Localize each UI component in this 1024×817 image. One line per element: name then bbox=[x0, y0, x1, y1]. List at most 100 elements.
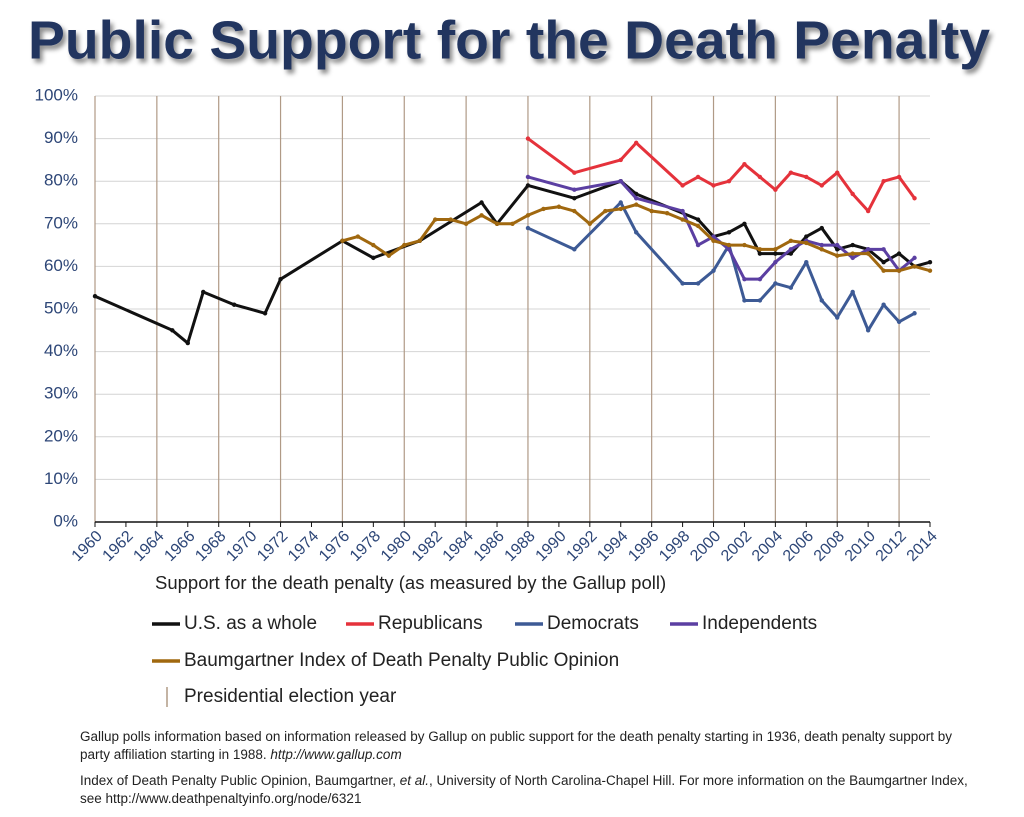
data-point bbox=[262, 311, 268, 316]
data-point bbox=[927, 259, 933, 265]
data-point bbox=[865, 251, 871, 256]
data-point bbox=[726, 247, 732, 252]
data-point bbox=[664, 210, 670, 216]
legend-label: Democrats bbox=[547, 613, 639, 634]
data-point bbox=[881, 179, 886, 184]
data-point bbox=[556, 204, 562, 209]
data-point bbox=[695, 223, 701, 229]
data-point bbox=[572, 170, 577, 175]
data-point bbox=[695, 217, 701, 222]
line-series bbox=[527, 201, 916, 332]
note-link: http://www.gallup.com bbox=[270, 747, 402, 762]
data-point bbox=[896, 319, 902, 324]
data-point bbox=[835, 315, 840, 320]
data-point bbox=[788, 238, 794, 244]
x-tick-label: 2006 bbox=[780, 528, 817, 565]
data-point bbox=[680, 281, 685, 286]
legend-label: Presidential election year bbox=[184, 686, 397, 707]
data-point bbox=[726, 179, 732, 184]
data-point bbox=[711, 234, 716, 239]
data-point bbox=[912, 311, 917, 316]
data-point bbox=[726, 242, 732, 248]
data-point bbox=[742, 298, 747, 303]
data-point bbox=[881, 247, 886, 252]
data-point bbox=[773, 251, 778, 256]
data-point bbox=[865, 328, 871, 333]
x-tick-label: 1996 bbox=[625, 528, 662, 565]
data-point bbox=[912, 196, 917, 201]
data-point bbox=[417, 238, 422, 244]
data-point bbox=[355, 234, 361, 239]
x-tick-label: 1962 bbox=[100, 528, 137, 565]
data-point bbox=[541, 206, 546, 212]
data-point bbox=[773, 281, 778, 286]
data-point bbox=[510, 221, 515, 226]
data-point bbox=[835, 170, 840, 175]
data-point bbox=[634, 230, 639, 235]
x-tick-label: 2000 bbox=[687, 528, 724, 565]
x-tick-label: 2012 bbox=[873, 528, 910, 565]
data-point bbox=[618, 157, 623, 163]
data-point bbox=[231, 302, 237, 307]
x-tick-label: 1964 bbox=[130, 528, 167, 565]
data-point bbox=[649, 208, 654, 214]
data-point bbox=[92, 294, 98, 299]
x-tick-label: 1970 bbox=[223, 528, 260, 565]
data-point bbox=[757, 276, 763, 282]
data-point bbox=[804, 174, 809, 180]
data-point bbox=[371, 242, 376, 248]
x-tick-label: 1992 bbox=[563, 528, 600, 565]
data-point bbox=[386, 253, 391, 258]
x-tick-label: 2010 bbox=[842, 528, 879, 565]
data-point bbox=[742, 242, 747, 248]
line-series bbox=[527, 175, 916, 281]
note: Index of Death Penalty Public Opinion, B… bbox=[80, 772, 980, 808]
x-tick-label: 1978 bbox=[347, 528, 384, 565]
data-point bbox=[448, 217, 453, 222]
line-series bbox=[527, 137, 916, 213]
x-tick-label: 1982 bbox=[409, 528, 446, 565]
data-point bbox=[850, 251, 855, 256]
data-point bbox=[757, 174, 763, 180]
data-point bbox=[340, 238, 345, 244]
note-text: , University of North Carolina-Chapel Hi… bbox=[80, 773, 968, 806]
data-point bbox=[201, 289, 206, 295]
x-tick-label: 1960 bbox=[69, 528, 106, 565]
y-tick-label: 60% bbox=[44, 256, 78, 275]
x-tick-label: 2008 bbox=[811, 528, 848, 565]
data-point bbox=[603, 208, 608, 214]
y-tick-label: 70% bbox=[44, 213, 78, 232]
data-point bbox=[788, 170, 794, 175]
data-point bbox=[634, 196, 639, 201]
data-point bbox=[865, 208, 871, 214]
y-tick-label: 80% bbox=[44, 171, 78, 190]
data-point bbox=[525, 174, 531, 180]
data-point bbox=[572, 247, 577, 252]
x-tick-label: 2002 bbox=[718, 528, 755, 565]
data-point bbox=[865, 247, 871, 252]
x-tick-label: 1966 bbox=[161, 528, 198, 565]
data-point bbox=[804, 240, 809, 246]
data-point bbox=[896, 251, 902, 256]
data-point bbox=[185, 340, 190, 346]
data-point bbox=[742, 161, 747, 167]
data-point bbox=[680, 183, 685, 188]
x-tick-label: 1994 bbox=[594, 528, 631, 565]
legend-label: Republicans bbox=[378, 613, 483, 634]
data-point bbox=[525, 136, 531, 141]
data-point bbox=[850, 242, 855, 248]
data-point bbox=[695, 281, 701, 286]
data-point bbox=[525, 225, 531, 231]
data-point bbox=[525, 183, 531, 188]
data-point bbox=[463, 221, 469, 226]
data-point bbox=[757, 298, 763, 303]
note-text: Index of Death Penalty Public Opinion, B… bbox=[80, 773, 400, 788]
data-point bbox=[432, 217, 438, 222]
legend-label: U.S. as a whole bbox=[184, 613, 317, 634]
data-point bbox=[618, 200, 623, 205]
y-tick-label: 40% bbox=[44, 341, 78, 360]
data-point bbox=[711, 268, 716, 273]
data-point bbox=[912, 255, 917, 261]
x-tick-label: 2014 bbox=[904, 528, 941, 565]
